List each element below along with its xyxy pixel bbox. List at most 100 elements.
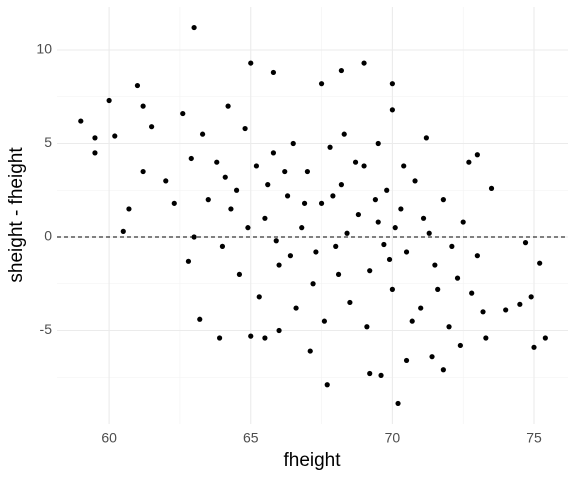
point bbox=[92, 150, 98, 156]
point bbox=[367, 268, 373, 274]
point bbox=[327, 144, 333, 150]
point bbox=[253, 163, 260, 169]
point bbox=[418, 305, 424, 311]
point bbox=[333, 243, 339, 249]
point bbox=[276, 327, 282, 334]
point bbox=[262, 335, 268, 341]
point bbox=[403, 249, 410, 255]
point bbox=[185, 258, 192, 264]
point bbox=[449, 243, 455, 249]
point bbox=[483, 335, 489, 341]
point bbox=[542, 335, 548, 341]
point bbox=[140, 168, 146, 175]
point bbox=[222, 174, 228, 180]
x-tick-label: 75 bbox=[526, 430, 542, 446]
point bbox=[537, 260, 543, 266]
point bbox=[384, 187, 390, 193]
point bbox=[92, 135, 98, 141]
y-axis-label: sheight - fheight bbox=[6, 147, 27, 283]
point bbox=[367, 370, 373, 377]
point bbox=[352, 159, 359, 165]
point bbox=[318, 81, 325, 87]
point bbox=[446, 324, 452, 330]
point bbox=[344, 230, 350, 236]
point bbox=[106, 97, 112, 104]
point bbox=[364, 324, 370, 330]
point bbox=[398, 206, 404, 212]
point bbox=[304, 168, 311, 175]
point bbox=[401, 163, 407, 169]
point bbox=[299, 225, 305, 231]
x-tick-label: 60 bbox=[101, 430, 117, 446]
point bbox=[171, 200, 177, 206]
point bbox=[392, 225, 398, 231]
point bbox=[423, 135, 429, 141]
point bbox=[531, 344, 537, 350]
point bbox=[140, 103, 146, 109]
y-tick-label: 5 bbox=[44, 134, 52, 150]
point bbox=[287, 253, 294, 259]
point bbox=[395, 400, 401, 407]
point bbox=[488, 185, 495, 191]
point bbox=[409, 318, 415, 324]
point bbox=[474, 253, 480, 259]
point bbox=[120, 228, 126, 234]
point bbox=[347, 299, 353, 306]
point bbox=[134, 82, 141, 89]
point bbox=[205, 197, 211, 203]
point bbox=[426, 230, 432, 236]
point bbox=[301, 200, 308, 206]
point bbox=[219, 243, 226, 249]
point bbox=[454, 275, 461, 281]
point bbox=[375, 140, 381, 147]
point bbox=[389, 81, 395, 87]
point bbox=[435, 286, 441, 292]
point bbox=[381, 241, 387, 248]
x-tick-label: 70 bbox=[385, 430, 401, 446]
point bbox=[228, 206, 234, 212]
point bbox=[460, 219, 466, 225]
point bbox=[389, 107, 395, 113]
point bbox=[180, 110, 186, 117]
point bbox=[517, 301, 523, 307]
point bbox=[248, 333, 254, 339]
point bbox=[432, 262, 438, 268]
point bbox=[429, 354, 435, 360]
point bbox=[375, 219, 381, 225]
point bbox=[191, 234, 197, 240]
point bbox=[126, 206, 132, 212]
point bbox=[440, 197, 446, 203]
point bbox=[78, 118, 84, 124]
point bbox=[522, 240, 529, 246]
point bbox=[457, 342, 463, 349]
point bbox=[341, 131, 347, 137]
point bbox=[276, 262, 282, 268]
point bbox=[355, 211, 361, 218]
point bbox=[293, 305, 299, 311]
point bbox=[163, 178, 169, 184]
point bbox=[338, 67, 344, 74]
point bbox=[290, 140, 296, 147]
point bbox=[321, 318, 327, 324]
point bbox=[197, 316, 203, 322]
point bbox=[236, 271, 243, 278]
point bbox=[324, 382, 330, 388]
point bbox=[469, 290, 475, 296]
point bbox=[474, 152, 480, 158]
point bbox=[262, 215, 268, 221]
point bbox=[188, 155, 194, 162]
point bbox=[335, 271, 342, 278]
point bbox=[389, 286, 395, 292]
point bbox=[245, 225, 251, 231]
point bbox=[318, 200, 325, 206]
point bbox=[440, 367, 446, 373]
point bbox=[528, 294, 534, 300]
point bbox=[225, 103, 231, 109]
point bbox=[284, 193, 291, 199]
point bbox=[112, 133, 118, 139]
x-axis-label: fheight bbox=[283, 450, 341, 471]
point bbox=[330, 193, 336, 199]
y-tick-label: 10 bbox=[36, 41, 52, 57]
point bbox=[256, 294, 262, 300]
point bbox=[233, 187, 240, 193]
